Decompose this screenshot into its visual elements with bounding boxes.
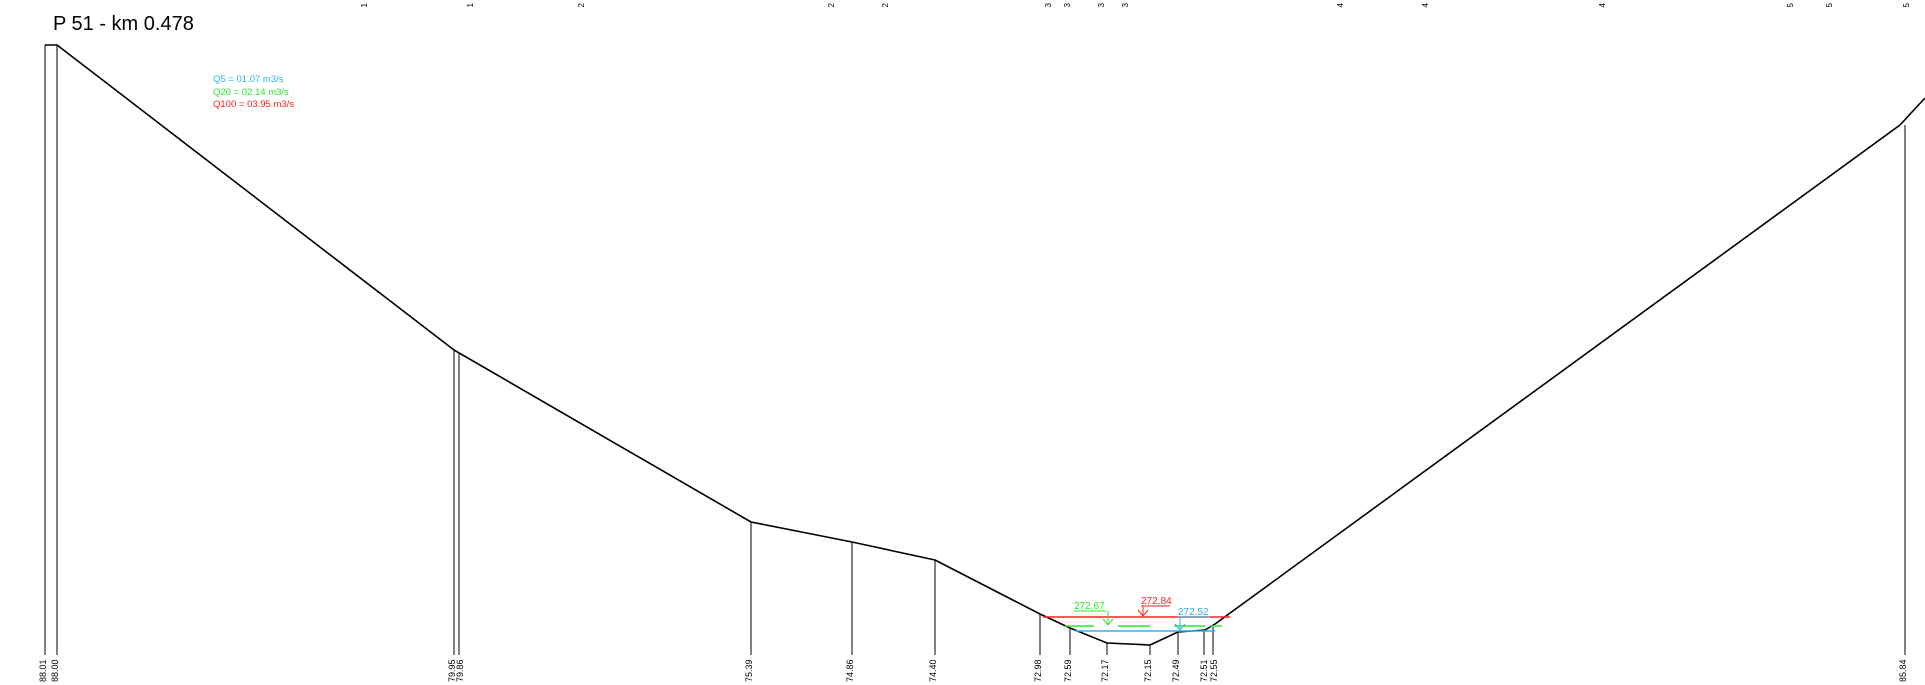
elevation-label: 79.86 bbox=[455, 659, 465, 682]
elevation-label: 72.15 bbox=[1143, 659, 1153, 682]
top-tick-label: 1 bbox=[360, 2, 369, 7]
discharge-legend: Q5 = 01.07 m3/s Q20 = 02.14 m3/s Q100 = … bbox=[213, 74, 294, 112]
legend-q5: Q5 = 01.07 m3/s bbox=[213, 74, 284, 85]
top-tick-label: 3 bbox=[1121, 2, 1130, 7]
q5-level-label: 272.52 bbox=[1178, 607, 1209, 618]
top-tick-label: 3 bbox=[1044, 2, 1053, 7]
legend-q100: Q100 = 03.95 m3/s bbox=[213, 99, 295, 110]
top-tick-label: 5 bbox=[1786, 2, 1795, 7]
level-arrow-icon bbox=[1174, 623, 1186, 631]
station-lines bbox=[44, 45, 1906, 655]
elevation-label: 79.95 bbox=[447, 659, 457, 682]
level-arrow-icon bbox=[1102, 618, 1114, 626]
top-tick-label: 4 bbox=[1336, 2, 1345, 7]
top-tick-label: 3 bbox=[1063, 2, 1072, 7]
elevation-label: 72.17 bbox=[1100, 659, 1110, 682]
elevation-label: 72.49 bbox=[1171, 659, 1181, 682]
level-arrow-icon bbox=[1137, 609, 1149, 617]
profile-title: P 51 - km 0.478 bbox=[53, 13, 194, 35]
top-tick-label: 3 bbox=[1097, 2, 1106, 7]
q20-level-label: 272.67 bbox=[1074, 601, 1105, 612]
top-tick-label: 2 bbox=[827, 2, 836, 7]
elevation-label: 88.00 bbox=[50, 659, 60, 682]
q100-level-label: 272.84 bbox=[1141, 596, 1172, 607]
elevation-label: 72.55 bbox=[1209, 659, 1219, 682]
top-tick-label: 2 bbox=[577, 2, 586, 7]
terrain-profile bbox=[45, 44, 1925, 646]
top-tick-label: 1 bbox=[466, 2, 475, 7]
top-ticks: 1 1 2 2 2 3 3 3 3 4 4 4 5 5 5 bbox=[360, 2, 1911, 7]
top-tick-label: 4 bbox=[1598, 2, 1607, 7]
elevation-label: 75.39 bbox=[744, 659, 754, 682]
elevation-label: 72.98 bbox=[1033, 659, 1043, 682]
legend-q20: Q20 = 02.14 m3/s bbox=[213, 86, 289, 98]
top-tick-label: 5 bbox=[1902, 2, 1911, 7]
water-levels: 272.84 272.67 272.52 bbox=[1043, 596, 1230, 632]
top-tick-label: 5 bbox=[1825, 2, 1834, 7]
top-tick-label: 2 bbox=[881, 2, 890, 7]
elevation-label: 74.40 bbox=[928, 659, 938, 682]
top-tick-label: 4 bbox=[1421, 2, 1430, 7]
elevation-label: 88.01 bbox=[38, 659, 48, 682]
elevation-label: 85.84 bbox=[1898, 659, 1908, 682]
elevation-label: 74.86 bbox=[845, 659, 855, 682]
elevation-label: 72.51 bbox=[1199, 659, 1209, 682]
elevation-label: 72.59 bbox=[1063, 659, 1073, 682]
